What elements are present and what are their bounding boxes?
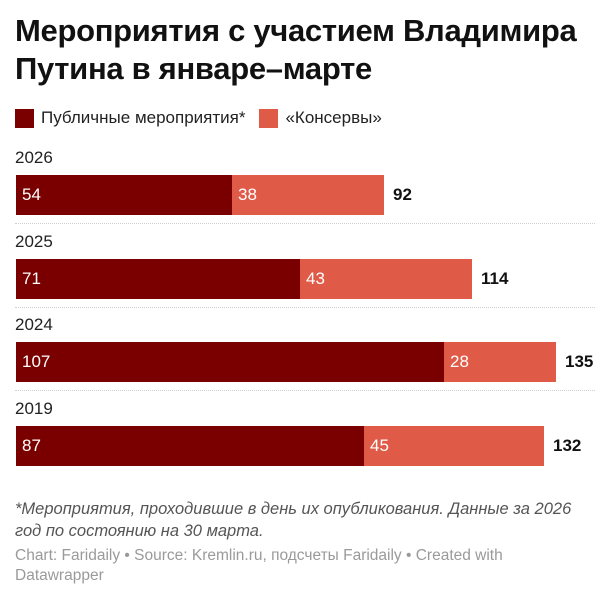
bar-value-label-2019-series-1: 45 (370, 435, 389, 455)
bar-2026-series-0 (16, 175, 232, 215)
row-separator (15, 223, 595, 224)
legend-item-canned: «Консервы» (259, 108, 382, 128)
chart-title: Мероприятия с участием Владимира Путина … (15, 13, 577, 86)
bar-2024-series-0 (16, 342, 444, 382)
bar-2025-series-0 (16, 258, 300, 299)
bar-total-label-2025: 114 (481, 268, 509, 288)
row-separator (15, 306, 595, 308)
footnote: *Мероприятия, проходившие в день их опуб… (15, 500, 572, 540)
bar-value-label-2025-series-1: 43 (306, 268, 325, 288)
bar-value-label-2019-series-0: 87 (22, 435, 41, 455)
row-separator (15, 390, 595, 391)
credits: Chart: Faridaily • Source: Kremlin.ru, п… (15, 547, 503, 584)
bar-total-label-2019: 132 (553, 435, 582, 455)
legend-label-public: Публичные мероприятия* (41, 108, 246, 127)
legend-swatch-canned (259, 108, 279, 128)
bar-value-label-2024-series-1: 28 (450, 352, 469, 371)
row-label-2025: 2025 (15, 231, 53, 251)
legend-item-public: Публичные мероприятия* (15, 108, 245, 128)
row-label-2026: 2026 (15, 148, 53, 167)
legend-swatch-public (15, 108, 34, 128)
legend: Публичные мероприятия* «Консервы» (15, 108, 396, 128)
bar-2026-series-1 (232, 175, 384, 215)
bar-2019-series-1 (364, 425, 544, 466)
bar-2019-series-0 (16, 425, 364, 466)
bar-total-label-2026: 92 (393, 185, 412, 204)
bar-value-label-2026-series-1: 38 (238, 185, 257, 204)
bar-2025-series-1 (300, 258, 472, 299)
row-label-2024: 2024 (15, 315, 53, 334)
bar-value-label-2026-series-0: 54 (22, 185, 41, 204)
bar-total-label-2024: 135 (565, 352, 594, 371)
bar-value-label-2025-series-0: 71 (22, 268, 41, 288)
row-label-2019: 2019 (15, 398, 53, 418)
bar-value-label-2024-series-0: 107 (22, 352, 51, 371)
bar-2024-series-1 (444, 342, 556, 382)
legend-label-canned: «Консервы» (285, 108, 382, 127)
